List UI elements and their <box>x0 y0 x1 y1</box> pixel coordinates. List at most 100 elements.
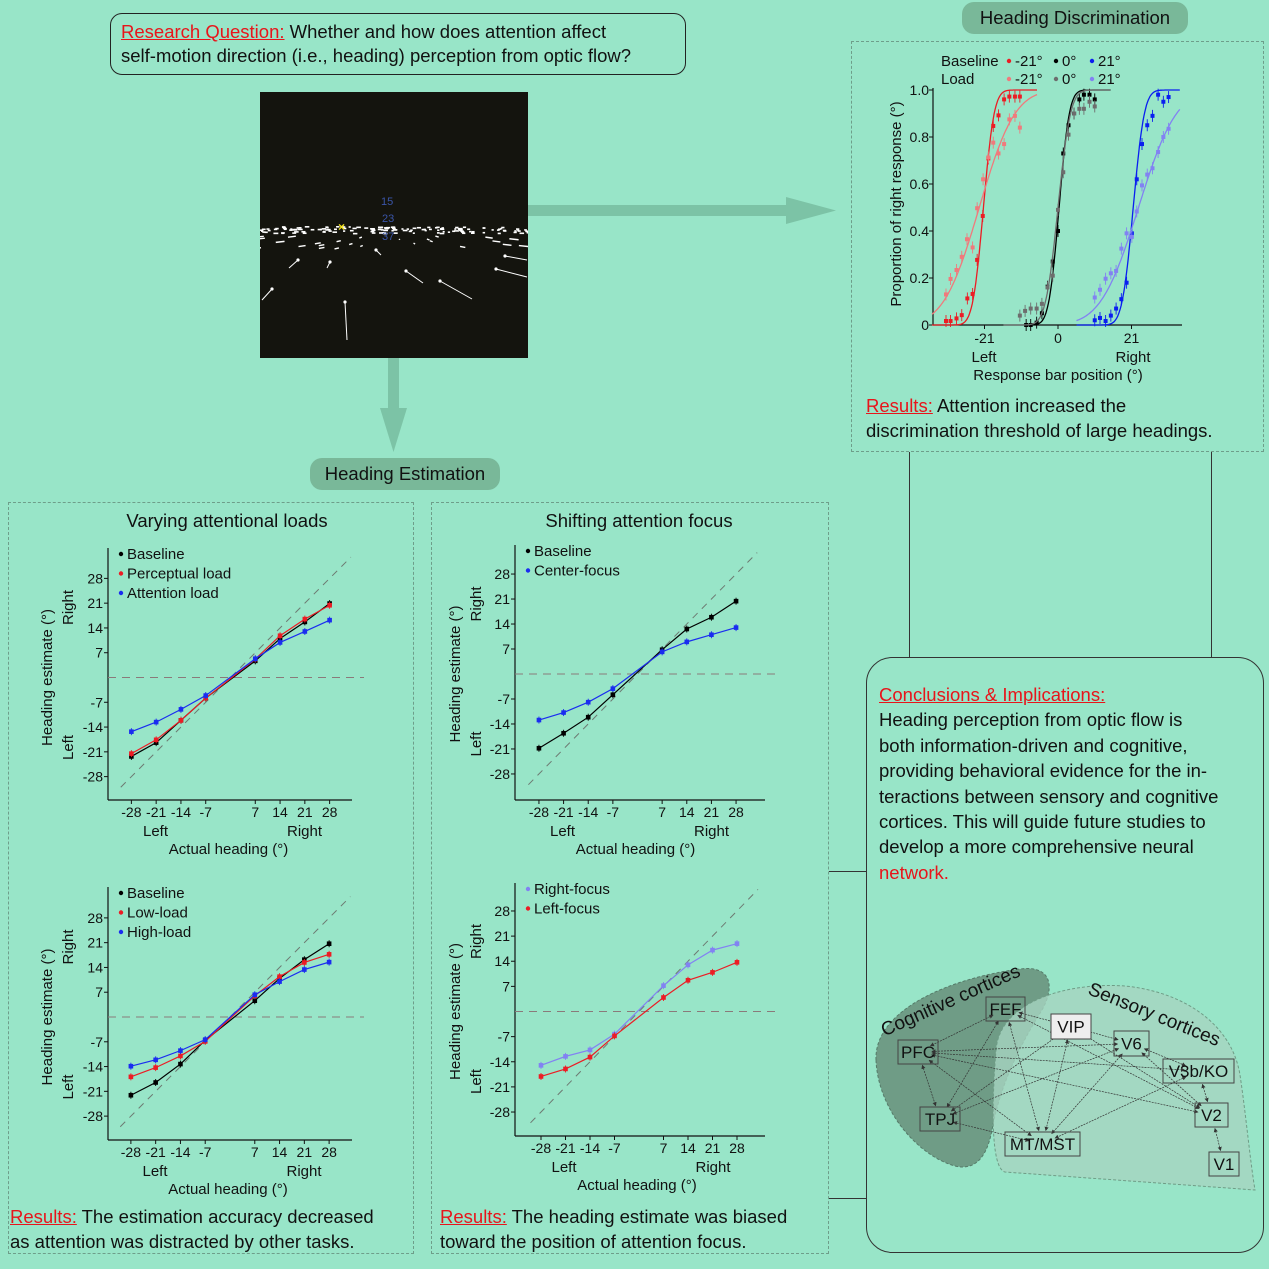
flow-dot <box>402 229 408 232</box>
flow-dot <box>501 226 505 229</box>
flow-dot <box>283 228 287 231</box>
results-line2: toward the position of attention focus. <box>440 1230 747 1252</box>
flow-dot <box>436 226 440 229</box>
flow-dot <box>296 227 299 229</box>
conclusions-line: both information-driven and cognitive, <box>879 734 1188 756</box>
stimulus-number-3: 37 <box>382 231 395 243</box>
research-question-box: Research Question: Whether and how does … <box>110 13 686 75</box>
conclusions-heading: Conclusions & Implications: <box>879 684 1106 705</box>
flow-dot <box>370 228 376 230</box>
arrow-right-shaft <box>528 205 788 216</box>
flow-streak <box>413 242 416 245</box>
flow-dot <box>321 228 327 230</box>
optic-flow-stimulus: 15 23 37 × <box>260 92 528 358</box>
flow-dot <box>423 228 426 231</box>
flow-streak <box>459 245 466 249</box>
results-line1: The estimation accuracy decreased <box>76 1206 374 1227</box>
flow-dot <box>469 230 472 233</box>
flow-streak <box>348 242 353 246</box>
stimulus-number-1: 15 <box>381 196 394 208</box>
connector-line <box>1211 452 1213 657</box>
flow-dot <box>380 229 384 231</box>
connector-line <box>829 1198 866 1200</box>
flow-dot <box>370 230 375 233</box>
estimation-left-results: Results: The estimation accuracy decreas… <box>10 1205 374 1254</box>
flow-streak <box>439 280 473 300</box>
heading-estimation-title: Heading Estimation <box>310 458 500 490</box>
flow-dot <box>332 231 338 233</box>
flow-streak <box>492 240 501 243</box>
flow-streak <box>435 235 439 238</box>
flow-dot <box>341 226 346 228</box>
flow-dot <box>436 232 440 234</box>
flow-dot <box>294 231 299 233</box>
flow-dot <box>471 230 475 233</box>
conclusions-line: cortices. This will guide future studies… <box>879 811 1206 833</box>
flow-dot <box>317 228 322 231</box>
flow-dot <box>439 232 445 235</box>
flow-dot <box>404 269 408 273</box>
connector-line <box>829 871 866 873</box>
flow-dot <box>470 232 475 235</box>
flow-dot <box>310 228 315 231</box>
optic-flow-dots <box>260 226 528 341</box>
flow-dot <box>301 230 306 233</box>
flow-dot <box>410 229 413 232</box>
flow-dot <box>454 228 457 230</box>
flow-dot <box>412 232 415 234</box>
flow-dot <box>437 229 440 232</box>
research-question-line2: self-motion direction (i.e., heading) pe… <box>121 45 632 66</box>
flow-dot <box>292 232 297 234</box>
conclusions-line: providing behavioral evidence for the in… <box>879 760 1208 782</box>
flow-dot <box>462 232 466 235</box>
arrow-right-head-icon <box>786 197 836 224</box>
flow-dot <box>374 248 378 252</box>
flow-streak <box>360 244 364 248</box>
flow-dot <box>519 232 525 235</box>
flow-dot <box>377 228 382 231</box>
flow-dot <box>462 226 467 229</box>
flow-dot <box>391 227 396 230</box>
conclusions-line: develop a more comprehensive neural <box>879 836 1194 858</box>
flow-dot <box>455 226 459 229</box>
flow-streak <box>504 255 528 261</box>
flow-dot <box>441 227 445 229</box>
flow-dot <box>260 229 264 232</box>
flow-dot <box>458 228 463 230</box>
flow-dot <box>296 258 300 262</box>
flow-dot <box>514 230 517 232</box>
flow-dot <box>364 227 369 229</box>
results-line2: as attention was distracted by other tas… <box>10 1230 355 1252</box>
flow-dot <box>261 228 266 231</box>
flow-dot <box>342 227 347 230</box>
flow-dot <box>393 229 397 231</box>
flow-dot <box>482 227 486 229</box>
flow-dot <box>497 232 501 235</box>
flow-streak <box>359 236 363 239</box>
flow-dot <box>325 229 329 231</box>
flow-dot <box>385 226 391 229</box>
research-question-line1: Whether and how does attention affect <box>284 21 607 42</box>
flow-dot <box>343 230 346 232</box>
flow-dot <box>447 231 451 233</box>
flow-dot <box>467 228 471 231</box>
flow-dot <box>459 229 463 232</box>
flow-dot <box>293 228 298 231</box>
flow-streak <box>298 244 306 248</box>
research-question-label: Research Question: <box>121 21 285 42</box>
flow-dot <box>325 226 329 229</box>
flow-dot <box>482 231 486 234</box>
flow-streak <box>275 240 285 244</box>
flow-streak <box>429 240 433 243</box>
flow-dot <box>383 232 386 234</box>
results-line1: Attention increased the <box>932 395 1127 416</box>
flow-dot <box>513 231 517 234</box>
flow-dot <box>297 228 303 231</box>
flow-dot <box>494 267 498 271</box>
flow-dot <box>461 231 465 234</box>
flow-dot <box>327 228 331 231</box>
estimation-right-panel <box>431 502 829 1254</box>
flow-dot <box>289 229 293 231</box>
results-label: Results: <box>866 395 933 416</box>
flow-dot <box>336 226 340 228</box>
